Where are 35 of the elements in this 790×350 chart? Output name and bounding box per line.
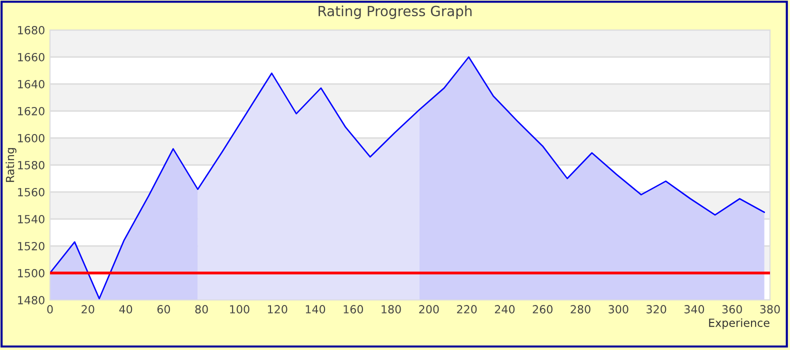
y-tick-label: 1500 (18, 268, 44, 278)
y-axis-title: Rating (6, 148, 16, 182)
x-tick-label: 300 (608, 305, 628, 314)
y-tick-label: 1540 (18, 214, 44, 224)
x-tick-label: 60 (157, 305, 170, 314)
x-tick-label: 0 (47, 305, 53, 314)
y-tick-label: 1620 (18, 106, 44, 116)
x-tick-label: 120 (268, 305, 288, 314)
x-tick-label: 180 (382, 305, 401, 314)
x-tick-label: 140 (306, 305, 326, 314)
chart-title: Rating Progress Graph (318, 6, 472, 19)
x-tick-label: 220 (457, 305, 477, 314)
y-tick-label: 1520 (18, 242, 44, 250)
line-series (50, 56, 766, 300)
x-tick-label: 20 (82, 305, 94, 314)
x-tick-label: 240 (494, 305, 515, 314)
y-tick-label: 1580 (18, 160, 44, 170)
x-tick-label: 200 (419, 305, 439, 314)
x-tick-label: 280 (570, 305, 590, 314)
x-tick-label: 360 (722, 305, 742, 314)
x-tick-label: 260 (532, 305, 552, 314)
x-tick-label: 40 (119, 305, 132, 314)
x-tick-label: 380 (760, 305, 780, 314)
y-tick-label: 1660 (18, 52, 44, 62)
x-tick-label: 100 (230, 305, 250, 314)
x-axis-title: Experience (709, 318, 770, 330)
x-tick-label: 320 (646, 305, 666, 314)
x-tick-label: 160 (344, 305, 364, 314)
x-tick-label: 340 (684, 305, 704, 314)
x-tick-label: 80 (195, 305, 208, 314)
y-tick-label: 1600 (18, 134, 44, 142)
y-tick-label: 1640 (18, 80, 44, 88)
y-tick-label: 1480 (18, 296, 44, 304)
y-tick-label: 1560 (18, 188, 44, 196)
y-tick-label: 1680 (18, 26, 44, 34)
